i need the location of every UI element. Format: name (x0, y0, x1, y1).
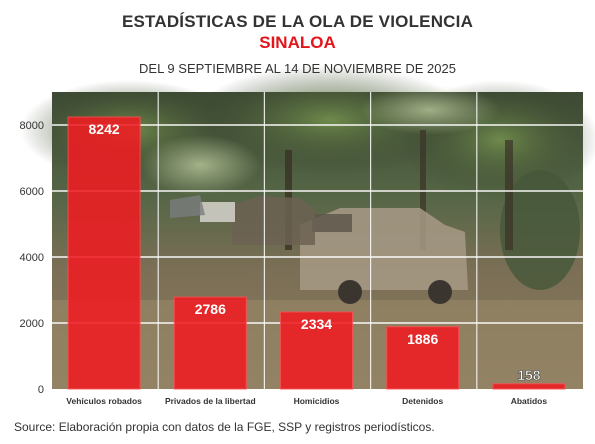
source-note: Source: Elaboración propia con datos de … (14, 420, 435, 434)
bar (67, 116, 141, 390)
bar-chart: 0 2000 4000 6000 8000 8242 2786 2334 1886 158 Ve… (20, 65, 595, 406)
bar (492, 383, 566, 390)
y-axis: 0 2000 4000 6000 8000 (20, 120, 44, 396)
bar (173, 296, 247, 390)
bar (280, 311, 353, 390)
data-label: 2786 (195, 301, 226, 317)
category-label: Vehículos robados (66, 396, 142, 406)
chart-subtitle: SINALOA (259, 33, 336, 52)
y-tick-label: 8000 (20, 120, 44, 132)
data-label: 8242 (89, 121, 120, 137)
data-label: 2334 (301, 316, 332, 332)
data-label: 1886 (407, 331, 438, 347)
x-axis: Vehículos robados Privados de la libertad… (66, 396, 547, 406)
y-tick-label: 0 (38, 384, 44, 396)
category-label: Privados de la libertad (165, 396, 256, 406)
y-tick-label: 6000 (20, 186, 44, 198)
category-label: Abatidos (511, 396, 548, 406)
y-tick-label: 4000 (20, 252, 44, 264)
bars: 8242 2786 2334 1886 158 (67, 116, 566, 390)
chart-title: ESTADÍSTICAS DE LA OLA DE VIOLENCIA (121, 12, 474, 31)
y-tick-label: 2000 (20, 318, 44, 330)
data-label: 158 (517, 367, 541, 383)
category-label: Homicidios (294, 396, 340, 406)
category-label: Detenidos (402, 396, 443, 406)
bar (386, 326, 460, 390)
